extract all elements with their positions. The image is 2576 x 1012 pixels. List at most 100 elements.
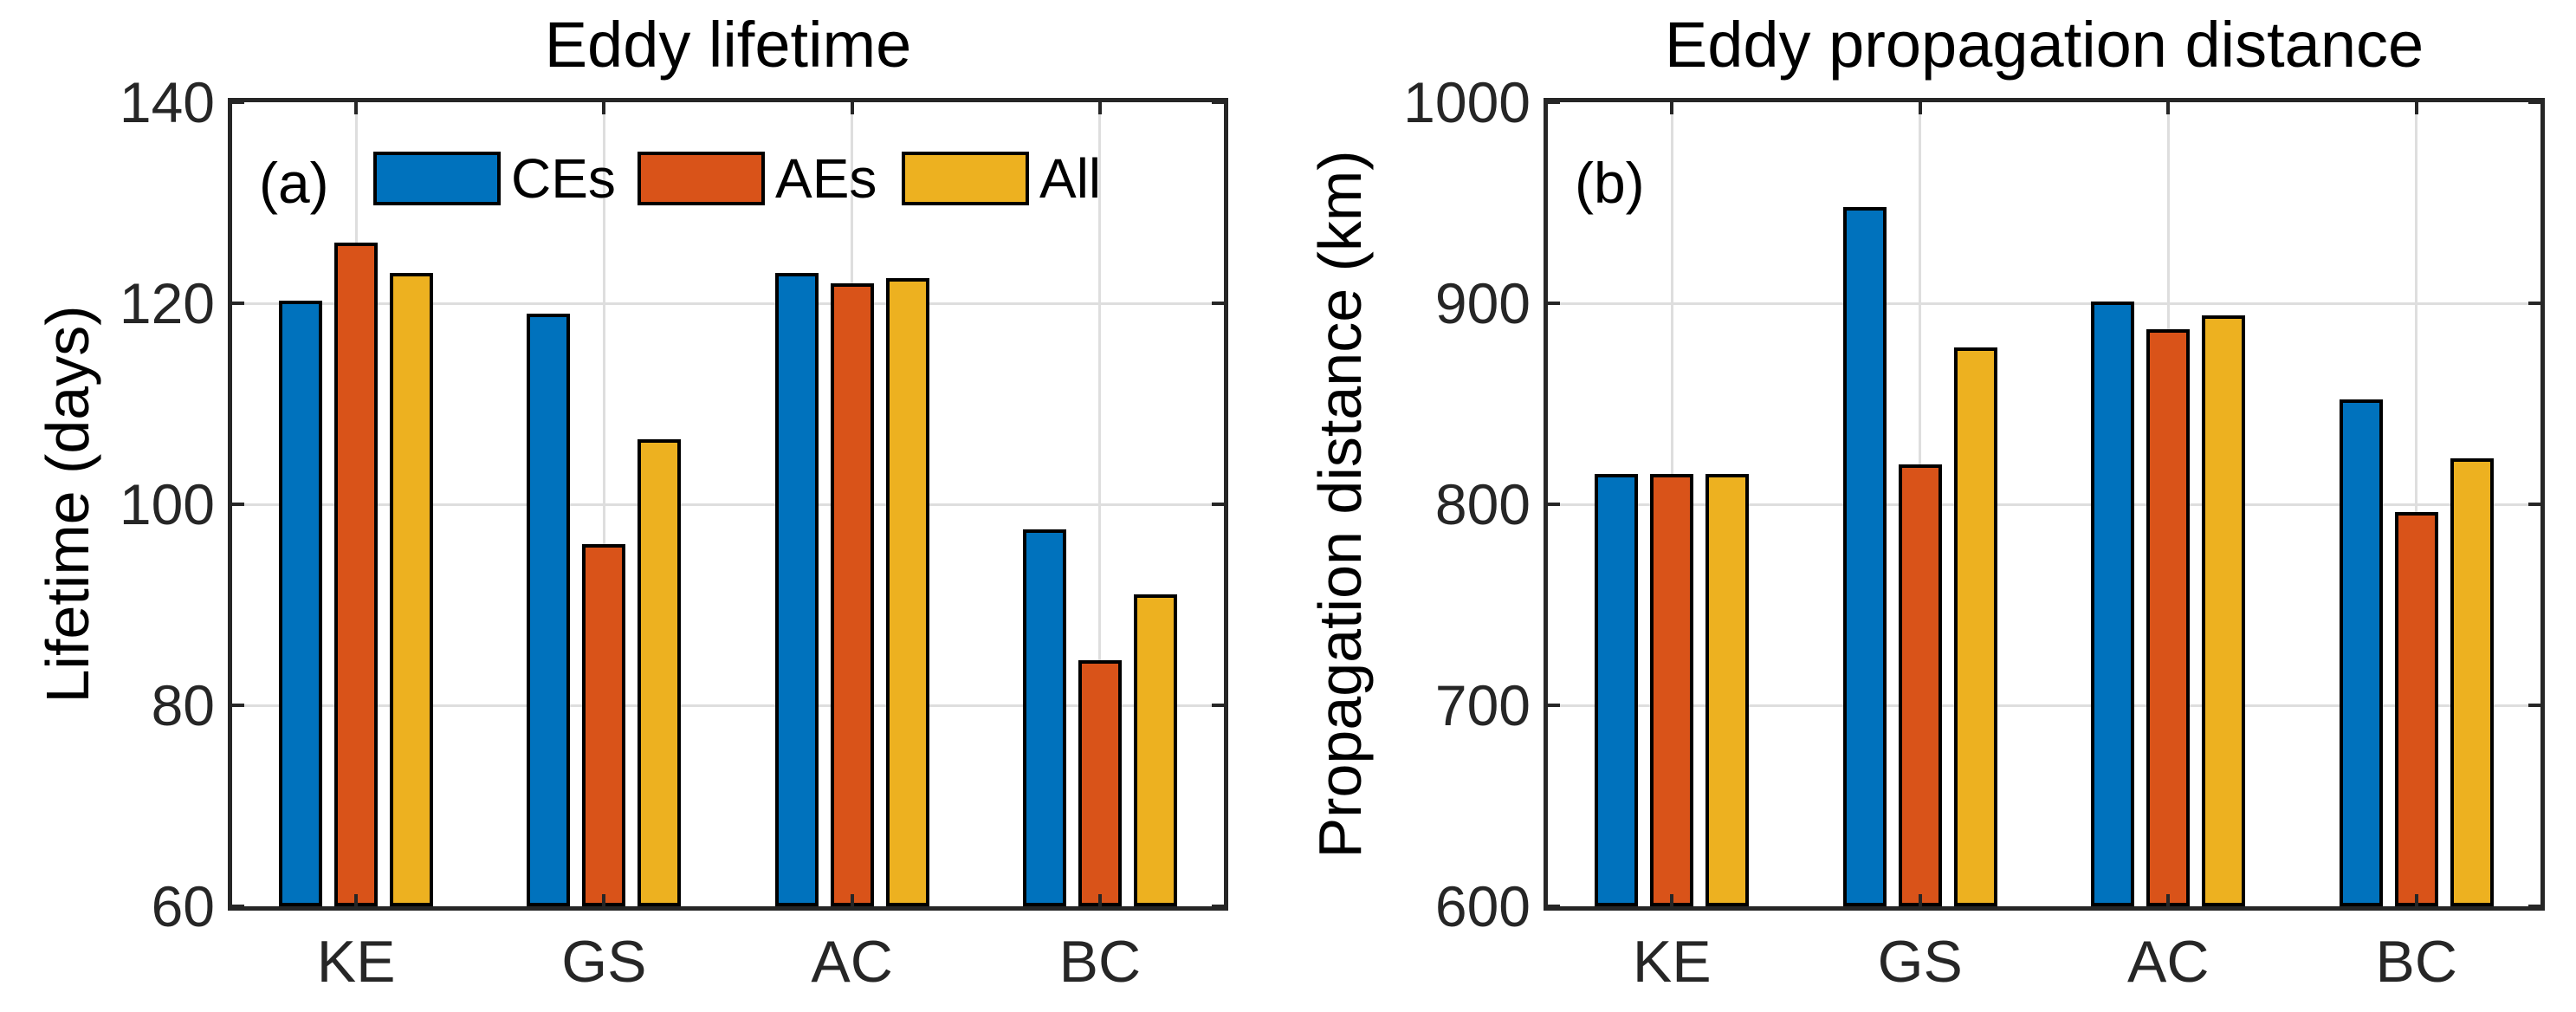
x-tick-top-KE (354, 102, 359, 114)
panel-b-letter: (b) (1575, 151, 1645, 215)
x-tick-top-BC (2414, 102, 2418, 114)
bar-All-KE (1705, 474, 1750, 906)
bar-All-GS (638, 438, 682, 906)
bar-AEs-BC (2394, 512, 2438, 906)
panel-a-y-axis-label: Lifetime (days) (34, 305, 101, 704)
bar-All-GS (1953, 347, 1997, 906)
y-tick-right-700 (2528, 704, 2540, 707)
gridline-x-AC (851, 102, 854, 906)
y-tick-left-120 (232, 302, 244, 305)
x-tick-top-GS (1918, 102, 1922, 114)
bar-CEs-AC (774, 273, 819, 906)
y-tick-left-600 (1548, 905, 1560, 908)
legend-swatch-CEs (373, 152, 501, 205)
y-tick-left-140 (232, 101, 244, 104)
legend-swatch-AEs (638, 152, 765, 205)
ticks-layer (232, 101, 1224, 908)
tick-labels-layer: 60 80 100 120 140 KE GS AC BC (120, 74, 1224, 991)
y-tick-right-100 (1212, 503, 1224, 506)
gridline-x-BC (2415, 102, 2418, 906)
tick-labels-layer: 600 700 800 900 1000 KE GS AC BC (1403, 74, 2540, 991)
x-tick-label-AC: AC (2127, 929, 2210, 995)
bars-layer (1548, 102, 2540, 906)
panel-a-plot-area: Eddy lifetime Lifetime (days) (a) 60 80 10… (34, 13, 1228, 991)
x-tick-bottom-BC (1097, 894, 1102, 906)
legend-label-AEs: AEs (775, 147, 877, 210)
y-tick-right-800 (2528, 503, 2540, 506)
bar-AEs-GS (582, 544, 626, 906)
y-tick-left-1000 (1548, 101, 1560, 104)
bar-CEs-GS (1842, 206, 1887, 906)
y-tick-left-700 (1548, 704, 1560, 707)
y-tick-right-80 (1212, 704, 1224, 707)
bar-AEs-KE (1650, 474, 1694, 906)
bar-CEs-BC (1022, 529, 1066, 906)
panel-b-plot-area: Eddy propagation distance Propagation di… (1306, 13, 2545, 991)
bar-CEs-KE (1595, 474, 1639, 906)
y-tick-right-900 (2528, 302, 2540, 305)
gridline-y-700 (1548, 704, 2540, 707)
x-tick-label-GS: GS (1877, 929, 1963, 995)
bar-All-BC (2450, 457, 2494, 906)
gridline-x-KE (1670, 102, 1673, 906)
gridline-x-AC (2166, 102, 2170, 906)
bar-CEs-AC (2091, 301, 2135, 906)
gridline-y-120 (232, 302, 1224, 305)
y-tick-label-60: 60 (151, 874, 215, 938)
bar-AEs-AC (830, 282, 874, 906)
legend: CEs AEs All (232, 102, 1224, 906)
y-tick-label-600: 600 (1434, 874, 1531, 938)
panel-b-title: Eddy propagation distance (1664, 9, 2424, 81)
x-tick-label-KE: KE (316, 929, 396, 995)
bar-AEs-GS (1898, 464, 1942, 906)
bar-AEs-BC (1078, 659, 1122, 906)
gridline-y-100 (232, 503, 1224, 506)
y-tick-right-60 (1212, 905, 1224, 908)
y-tick-right-600 (2528, 905, 2540, 908)
y-tick-label-140: 140 (119, 70, 215, 134)
panel-a-inner: Eddy lifetime Lifetime (days) (a) 60 80 10… (34, 13, 1224, 991)
bar-CEs-GS (527, 313, 571, 906)
y-tick-left-100 (232, 503, 244, 506)
panel-a-letter: (a) (259, 151, 329, 215)
gridline-y-80 (232, 704, 1224, 707)
y-tick-label-1000: 1000 (1403, 70, 1531, 134)
panel-b-y-axis-label: Propagation distance (km) (1306, 150, 1374, 859)
x-tick-top-AC (2166, 102, 2171, 114)
x-tick-label-AC: AC (811, 929, 893, 995)
y-tick-right-140 (1212, 101, 1224, 104)
grid-layer (1548, 102, 2540, 906)
gridline-x-BC (1098, 102, 1102, 906)
bar-CEs-BC (2339, 399, 2383, 906)
x-tick-top-GS (602, 102, 606, 114)
x-tick-bottom-BC (2414, 894, 2418, 906)
x-tick-bottom-AC (2166, 894, 2171, 906)
y-tick-right-1000 (2528, 101, 2540, 104)
panel-b-inner: Eddy propagation distance Propagation di… (1306, 13, 2540, 991)
x-tick-top-BC (1097, 102, 1102, 114)
bar-AEs-AC (2146, 329, 2191, 906)
legend-swatch-All (902, 152, 1029, 205)
bar-All-KE (390, 273, 434, 906)
x-tick-label-KE: KE (1632, 929, 1712, 995)
gridline-x-KE (354, 102, 358, 906)
grid-layer (232, 102, 1224, 906)
x-tick-top-AC (850, 102, 854, 114)
y-tick-right-120 (1212, 302, 1224, 305)
panel-a-title: Eddy lifetime (544, 9, 912, 81)
bar-All-AC (885, 278, 929, 906)
x-tick-bottom-KE (354, 894, 359, 906)
bar-AEs-KE (334, 243, 379, 906)
x-tick-label-BC: BC (2375, 929, 2457, 995)
x-tick-bottom-GS (1918, 894, 1922, 906)
x-tick-top-KE (1670, 102, 1674, 114)
bar-CEs-KE (279, 300, 323, 906)
gridline-y-900 (1548, 302, 2540, 305)
gridline-x-GS (1919, 102, 1922, 906)
y-tick-left-800 (1548, 503, 1560, 506)
x-tick-label-BC: BC (1058, 929, 1142, 995)
ticks-layer (1548, 101, 2540, 908)
bars-layer (232, 102, 1224, 906)
gridline-x-GS (602, 102, 605, 906)
y-tick-left-60 (232, 905, 244, 908)
